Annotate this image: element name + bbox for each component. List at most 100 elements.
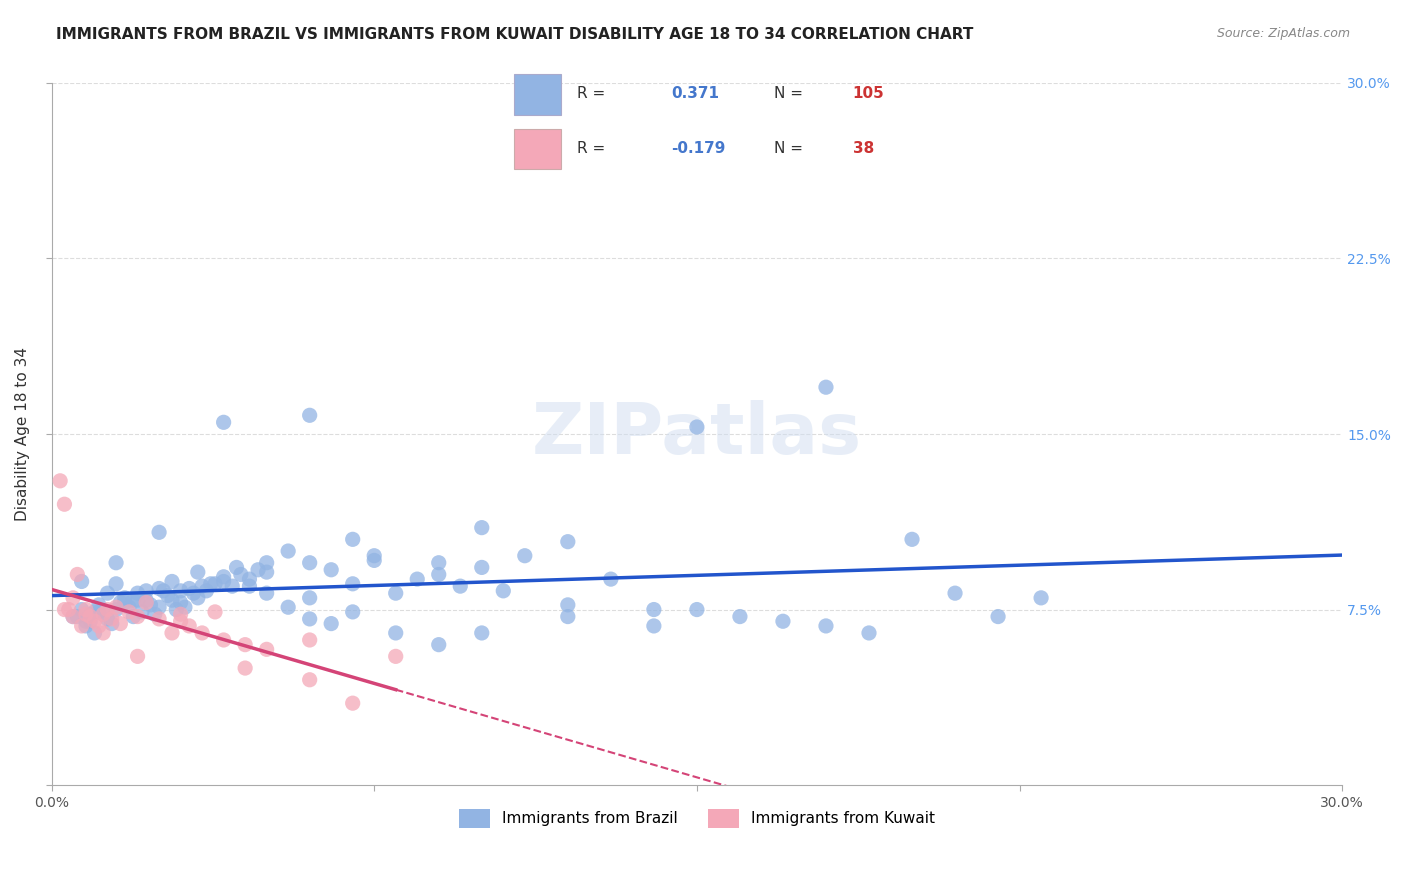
Point bbox=[247, 563, 270, 577]
Point bbox=[195, 583, 218, 598]
Text: ZIPatlas: ZIPatlas bbox=[531, 400, 862, 468]
Point bbox=[160, 574, 183, 589]
Text: IMMIGRANTS FROM BRAZIL VS IMMIGRANTS FROM KUWAIT DISABILITY AGE 18 TO 34 CORRELA: IMMIGRANTS FROM BRAZIL VS IMMIGRANTS FRO… bbox=[56, 27, 973, 42]
Point bbox=[160, 626, 183, 640]
Point bbox=[298, 612, 321, 626]
Point bbox=[156, 589, 179, 603]
Point bbox=[384, 649, 406, 664]
Point bbox=[363, 553, 385, 567]
Point bbox=[127, 586, 149, 600]
Point bbox=[131, 605, 153, 619]
Point bbox=[256, 565, 278, 579]
Point bbox=[118, 605, 141, 619]
Point bbox=[143, 607, 166, 622]
Point bbox=[492, 583, 515, 598]
Point bbox=[298, 556, 321, 570]
Point bbox=[342, 696, 364, 710]
Point bbox=[342, 576, 364, 591]
Point bbox=[321, 563, 343, 577]
Point bbox=[229, 567, 252, 582]
Point bbox=[212, 574, 235, 589]
Legend: Immigrants from Brazil, Immigrants from Kuwait: Immigrants from Brazil, Immigrants from … bbox=[453, 803, 941, 834]
Point bbox=[79, 614, 101, 628]
Point bbox=[96, 612, 118, 626]
Point bbox=[139, 598, 162, 612]
Point bbox=[557, 598, 579, 612]
Point bbox=[75, 614, 97, 628]
Point bbox=[118, 600, 141, 615]
Point bbox=[183, 586, 205, 600]
Point bbox=[471, 560, 494, 574]
Point bbox=[191, 579, 214, 593]
Text: -0.179: -0.179 bbox=[672, 141, 725, 156]
Point bbox=[91, 607, 114, 622]
Point bbox=[256, 642, 278, 657]
Point bbox=[160, 593, 183, 607]
Text: N =: N = bbox=[773, 141, 807, 156]
Point bbox=[200, 576, 222, 591]
FancyBboxPatch shape bbox=[515, 128, 561, 169]
Point bbox=[238, 579, 260, 593]
Point bbox=[814, 380, 837, 394]
Point bbox=[187, 565, 209, 579]
Point bbox=[298, 673, 321, 687]
Point bbox=[148, 525, 170, 540]
Point bbox=[87, 619, 110, 633]
Point bbox=[96, 586, 118, 600]
Point bbox=[53, 602, 76, 616]
Point bbox=[70, 619, 93, 633]
Point bbox=[814, 619, 837, 633]
Point bbox=[384, 626, 406, 640]
Point bbox=[100, 612, 122, 626]
Point bbox=[277, 600, 299, 615]
Point bbox=[62, 609, 84, 624]
Point bbox=[122, 593, 145, 607]
Text: R =: R = bbox=[576, 87, 610, 102]
Point bbox=[256, 556, 278, 570]
Point bbox=[427, 567, 450, 582]
Point bbox=[114, 595, 136, 609]
Point bbox=[342, 605, 364, 619]
Point bbox=[127, 593, 149, 607]
Point bbox=[152, 583, 174, 598]
Point bbox=[901, 533, 924, 547]
Point bbox=[686, 420, 709, 434]
Point bbox=[135, 583, 157, 598]
Point bbox=[943, 586, 966, 600]
Point bbox=[174, 600, 197, 615]
Point bbox=[91, 607, 114, 622]
Point bbox=[62, 609, 84, 624]
Point bbox=[471, 521, 494, 535]
Text: N =: N = bbox=[773, 87, 807, 102]
Point bbox=[449, 579, 471, 593]
Point bbox=[256, 586, 278, 600]
Point bbox=[66, 609, 89, 624]
Point bbox=[298, 409, 321, 423]
Point bbox=[384, 586, 406, 600]
Point bbox=[87, 598, 110, 612]
Point bbox=[169, 607, 191, 622]
Point bbox=[599, 572, 621, 586]
Point bbox=[225, 560, 247, 574]
Point bbox=[75, 619, 97, 633]
Point bbox=[83, 614, 105, 628]
Point bbox=[179, 619, 201, 633]
Point bbox=[79, 609, 101, 624]
Point bbox=[135, 593, 157, 607]
Point bbox=[169, 583, 191, 598]
Point bbox=[238, 572, 260, 586]
Point bbox=[105, 600, 128, 615]
Point bbox=[187, 591, 209, 605]
Point bbox=[83, 605, 105, 619]
Point bbox=[471, 626, 494, 640]
Text: 38: 38 bbox=[852, 141, 875, 156]
Point bbox=[100, 616, 122, 631]
Point bbox=[169, 614, 191, 628]
Point bbox=[53, 497, 76, 511]
Point bbox=[643, 602, 665, 616]
Point bbox=[79, 607, 101, 622]
Point bbox=[148, 582, 170, 596]
Point bbox=[406, 572, 429, 586]
Point bbox=[122, 609, 145, 624]
Point bbox=[105, 556, 128, 570]
